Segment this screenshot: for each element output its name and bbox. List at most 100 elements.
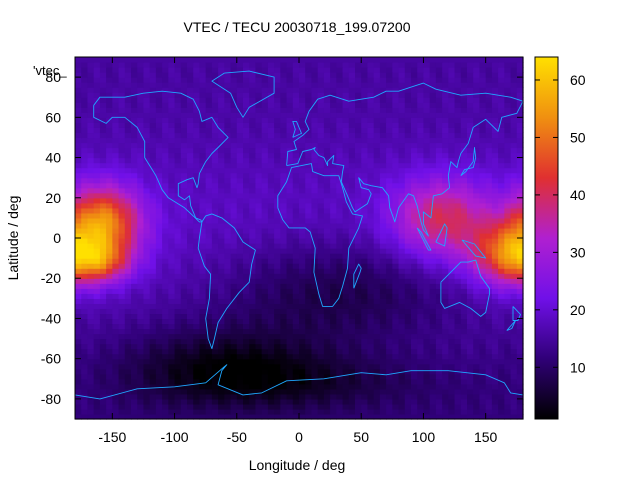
heatmap-cell — [218, 388, 225, 395]
heatmap-cell — [224, 303, 232, 309]
heatmap-cell — [211, 117, 219, 123]
heatmap-cell — [398, 273, 406, 279]
heatmap-cell — [373, 293, 381, 299]
heatmap-cell — [199, 248, 207, 254]
heatmap-cell — [342, 87, 350, 93]
heatmap-cell — [417, 388, 425, 395]
heatmap-cell — [211, 238, 219, 244]
heatmap-cell — [224, 323, 232, 330]
heatmap-cell — [498, 318, 505, 325]
heatmap-cell — [243, 117, 250, 123]
heatmap-cell — [510, 333, 518, 340]
heatmap-cell — [112, 87, 120, 93]
heatmap-cell — [243, 308, 250, 315]
heatmap-cell — [193, 172, 201, 179]
heatmap-cell — [143, 393, 151, 400]
heatmap-cell — [162, 117, 169, 123]
heatmap-cell — [479, 142, 487, 149]
heatmap-cell — [305, 393, 313, 400]
heatmap-cell — [491, 152, 499, 159]
heatmap-cell — [516, 92, 524, 98]
heatmap-cell — [137, 348, 145, 355]
heatmap-cell — [342, 383, 350, 390]
heatmap-cell — [75, 207, 82, 214]
heatmap-cell — [274, 157, 281, 164]
heatmap-cell — [311, 87, 319, 93]
heatmap-cell — [398, 323, 406, 330]
heatmap-cell — [460, 162, 468, 169]
heatmap-cell — [516, 142, 524, 149]
heatmap-cell — [243, 328, 250, 335]
heatmap-cell — [460, 117, 468, 123]
heatmap-cell — [143, 318, 151, 325]
heatmap-cell — [379, 87, 387, 93]
heatmap-cell — [411, 227, 418, 234]
heatmap-cell — [137, 137, 145, 144]
heatmap-cell — [491, 72, 499, 78]
heatmap-cell — [379, 413, 387, 420]
heatmap-cell — [280, 348, 288, 355]
heatmap-cell — [211, 303, 219, 309]
heatmap-cell — [330, 303, 337, 309]
heatmap-cell — [224, 227, 232, 234]
heatmap-cell — [87, 388, 95, 395]
heatmap-cell — [274, 268, 281, 274]
heatmap-cell — [373, 122, 381, 128]
heatmap-cell — [286, 102, 294, 108]
heatmap-cell — [199, 167, 207, 174]
heatmap-cell — [398, 333, 406, 340]
heatmap-cell — [205, 283, 213, 289]
heatmap-cell — [112, 383, 120, 390]
heatmap-cell — [373, 112, 381, 118]
heatmap-cell — [205, 72, 213, 78]
heatmap-cell — [299, 363, 306, 370]
heatmap-cell — [305, 77, 313, 83]
heatmap-cell — [435, 338, 443, 345]
heatmap-cell — [292, 132, 300, 139]
heatmap-cell — [491, 273, 499, 279]
heatmap-cell — [392, 408, 400, 415]
heatmap-cell — [491, 192, 499, 199]
heatmap-cell — [218, 373, 225, 380]
heatmap-cell — [423, 243, 431, 249]
heatmap-cell — [112, 172, 120, 179]
heatmap-cell — [323, 363, 331, 370]
heatmap-cell — [249, 243, 257, 249]
heatmap-cell — [305, 232, 313, 239]
heatmap-cell — [305, 353, 313, 360]
heatmap-cell — [510, 298, 518, 304]
heatmap-cell — [211, 323, 219, 330]
heatmap-cell — [473, 207, 481, 214]
heatmap-cell — [187, 388, 194, 395]
heatmap-cell — [112, 197, 120, 204]
heatmap-cell — [174, 343, 182, 350]
heatmap-cell — [286, 227, 294, 234]
heatmap-cell — [510, 283, 518, 289]
heatmap-cell — [162, 403, 169, 410]
heatmap-cell — [187, 172, 194, 179]
heatmap-cell — [81, 92, 89, 98]
heatmap-cell — [454, 232, 462, 239]
heatmap-cell — [211, 263, 219, 269]
heatmap-cell — [411, 112, 418, 118]
heatmap-cell — [454, 192, 462, 199]
heatmap-cell — [510, 268, 518, 274]
heatmap-cell — [149, 107, 157, 113]
heatmap-cell — [174, 398, 182, 405]
heatmap-cell — [274, 358, 281, 365]
heatmap-cell — [155, 358, 163, 365]
heatmap-cell — [93, 368, 101, 375]
heatmap-cell — [218, 248, 225, 254]
heatmap-cell — [311, 127, 319, 134]
heatmap-cell — [361, 152, 369, 159]
heatmap-cell — [348, 273, 356, 279]
heatmap-cell — [149, 253, 157, 259]
heatmap-cell — [267, 172, 275, 179]
heatmap-cell — [442, 353, 449, 360]
heatmap-cell — [305, 207, 313, 214]
heatmap-cell — [286, 373, 294, 380]
heatmap-cell — [479, 293, 487, 299]
heatmap-cell — [218, 187, 225, 194]
heatmap-cell — [498, 383, 505, 390]
heatmap-cell — [411, 393, 418, 400]
